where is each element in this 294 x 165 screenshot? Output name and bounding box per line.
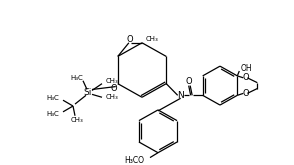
Text: CH₃: CH₃ [106,78,119,84]
Text: O: O [242,73,249,82]
Text: OH: OH [240,64,252,73]
Text: H₃C: H₃C [46,95,59,101]
Text: H₃C: H₃C [70,75,83,81]
Text: CH₃: CH₃ [71,117,83,123]
Text: O: O [185,77,192,86]
Text: O: O [126,35,133,44]
Text: CH₃: CH₃ [106,94,119,100]
Text: O: O [242,89,249,98]
Text: Si: Si [84,88,92,97]
Text: H₃C: H₃C [46,111,59,117]
Text: H₃CO: H₃CO [124,156,144,165]
Text: N: N [177,91,184,100]
Text: O: O [111,84,117,93]
Text: CH₃: CH₃ [146,36,158,42]
